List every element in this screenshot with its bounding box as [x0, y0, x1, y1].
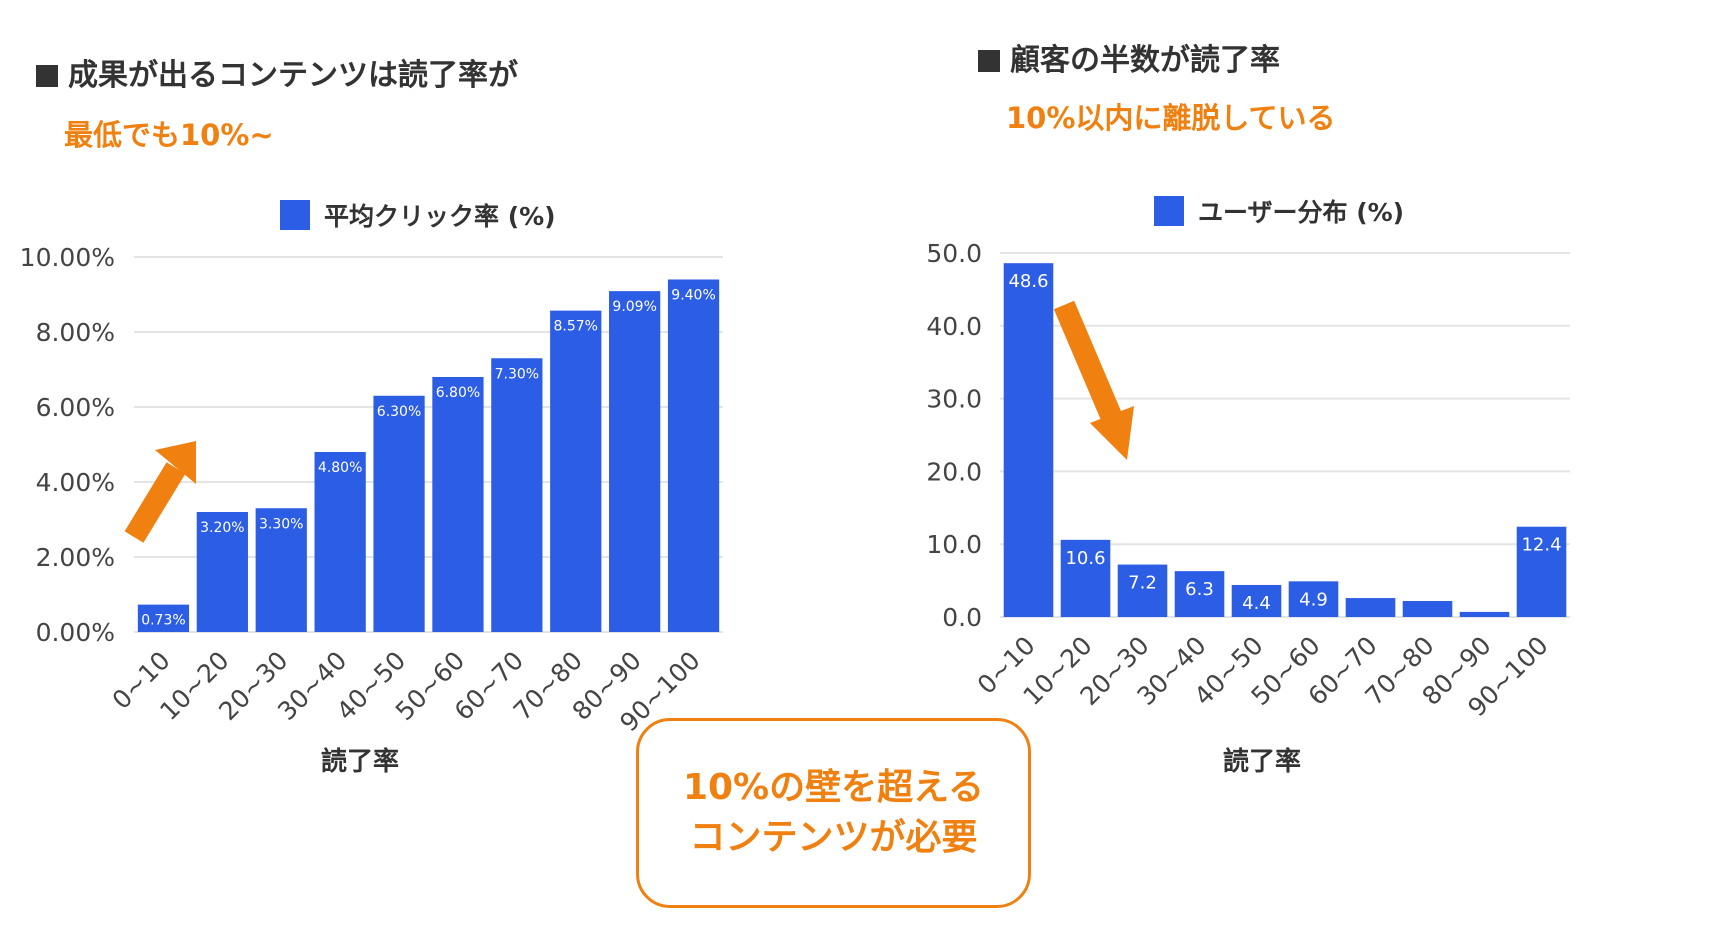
right-subheading: 10%以内に離脱している	[1006, 101, 1336, 135]
bar-value-label: 6.80%	[436, 385, 480, 401]
callout-line-1: 10%の壁を超える	[682, 767, 985, 808]
bar	[1345, 598, 1396, 617]
y-tick-label: 30.0	[926, 385, 982, 414]
y-tick-label: 10.0	[926, 530, 982, 559]
legend-swatch	[1154, 196, 1184, 226]
y-tick-label: 6.00%	[36, 393, 115, 422]
bar	[137, 604, 190, 632]
bar-value-label: 10.6	[1065, 548, 1105, 569]
bar	[667, 279, 720, 632]
x-axis-title: 読了率	[1223, 746, 1301, 777]
y-tick-label: 40.0	[926, 312, 982, 341]
x-axis-title: 読了率	[321, 746, 399, 777]
left-heading: 成果が出るコンテンツは読了率が	[36, 50, 518, 94]
bar-value-label: 8.57%	[554, 319, 598, 335]
bar-value-label: 9.40%	[671, 288, 715, 304]
bar-value-label: 4.9	[1299, 589, 1328, 610]
bar	[1174, 571, 1225, 617]
bar	[255, 508, 307, 632]
arrow-down-right-icon	[1053, 300, 1134, 460]
chart-user-distribution: 0.010.020.030.040.050.048.60~1010.610~20…	[926, 196, 1570, 777]
bar	[1003, 263, 1054, 617]
bar	[550, 310, 602, 632]
bar-value-label: 12.4	[1521, 535, 1561, 556]
bar-value-label: 9.09%	[612, 299, 656, 315]
legend-swatch	[280, 200, 310, 230]
bar	[1516, 526, 1567, 617]
bar-value-label: 6.30%	[377, 404, 421, 420]
bar-value-label: 4.80%	[318, 460, 362, 476]
bar-value-label: 4.4	[1242, 593, 1271, 614]
left-subheading: 最低でも10%~	[64, 118, 274, 152]
square-bullet-icon	[978, 50, 1000, 72]
legend-label: ユーザー分布 (%)	[1198, 198, 1404, 227]
right-heading-text: 顧客の半数が読了率	[1010, 43, 1280, 78]
bar	[1060, 539, 1111, 617]
bar-value-label: 3.30%	[259, 516, 303, 532]
right-heading: 顧客の半数が読了率	[978, 35, 1280, 79]
y-tick-label: 2.00%	[36, 543, 115, 572]
bar	[373, 395, 425, 632]
y-tick-label: 0.0	[942, 603, 982, 632]
bar	[1402, 600, 1453, 617]
bar	[1117, 564, 1168, 617]
bar	[196, 512, 248, 632]
y-tick-label: 10.00%	[20, 243, 115, 272]
bar	[1231, 584, 1282, 617]
bar	[1459, 611, 1510, 617]
bar-value-label: 48.6	[1008, 271, 1048, 292]
arrow-up-right-icon	[124, 441, 196, 543]
bar-value-label: 7.2	[1128, 573, 1157, 594]
bar	[1288, 581, 1339, 617]
y-tick-label: 20.0	[926, 457, 982, 486]
y-tick-label: 50.0	[926, 239, 982, 268]
bar	[432, 377, 484, 632]
left-heading-text: 成果が出るコンテンツは読了率が	[68, 58, 518, 93]
y-tick-label: 0.00%	[36, 618, 115, 647]
legend-label: 平均クリック率 (%)	[324, 202, 556, 231]
callout-line-2: コンテンツが必要	[689, 817, 978, 858]
bar	[491, 358, 543, 632]
bar-value-label: 6.3	[1185, 579, 1214, 600]
chart-click-rate: 0.00%2.00%4.00%6.00%8.00%10.00%0.73%0~10…	[20, 200, 723, 777]
bar	[609, 291, 661, 632]
callout-box: 10%の壁を超える コンテンツが必要	[636, 718, 1031, 908]
square-bullet-icon	[36, 65, 58, 87]
bar-value-label: 7.30%	[495, 366, 539, 382]
bar-value-label: 3.20%	[200, 520, 244, 536]
y-tick-label: 8.00%	[36, 318, 115, 347]
bar-value-label: 0.73%	[141, 613, 185, 629]
y-tick-label: 4.00%	[36, 468, 115, 497]
bar	[314, 452, 366, 632]
